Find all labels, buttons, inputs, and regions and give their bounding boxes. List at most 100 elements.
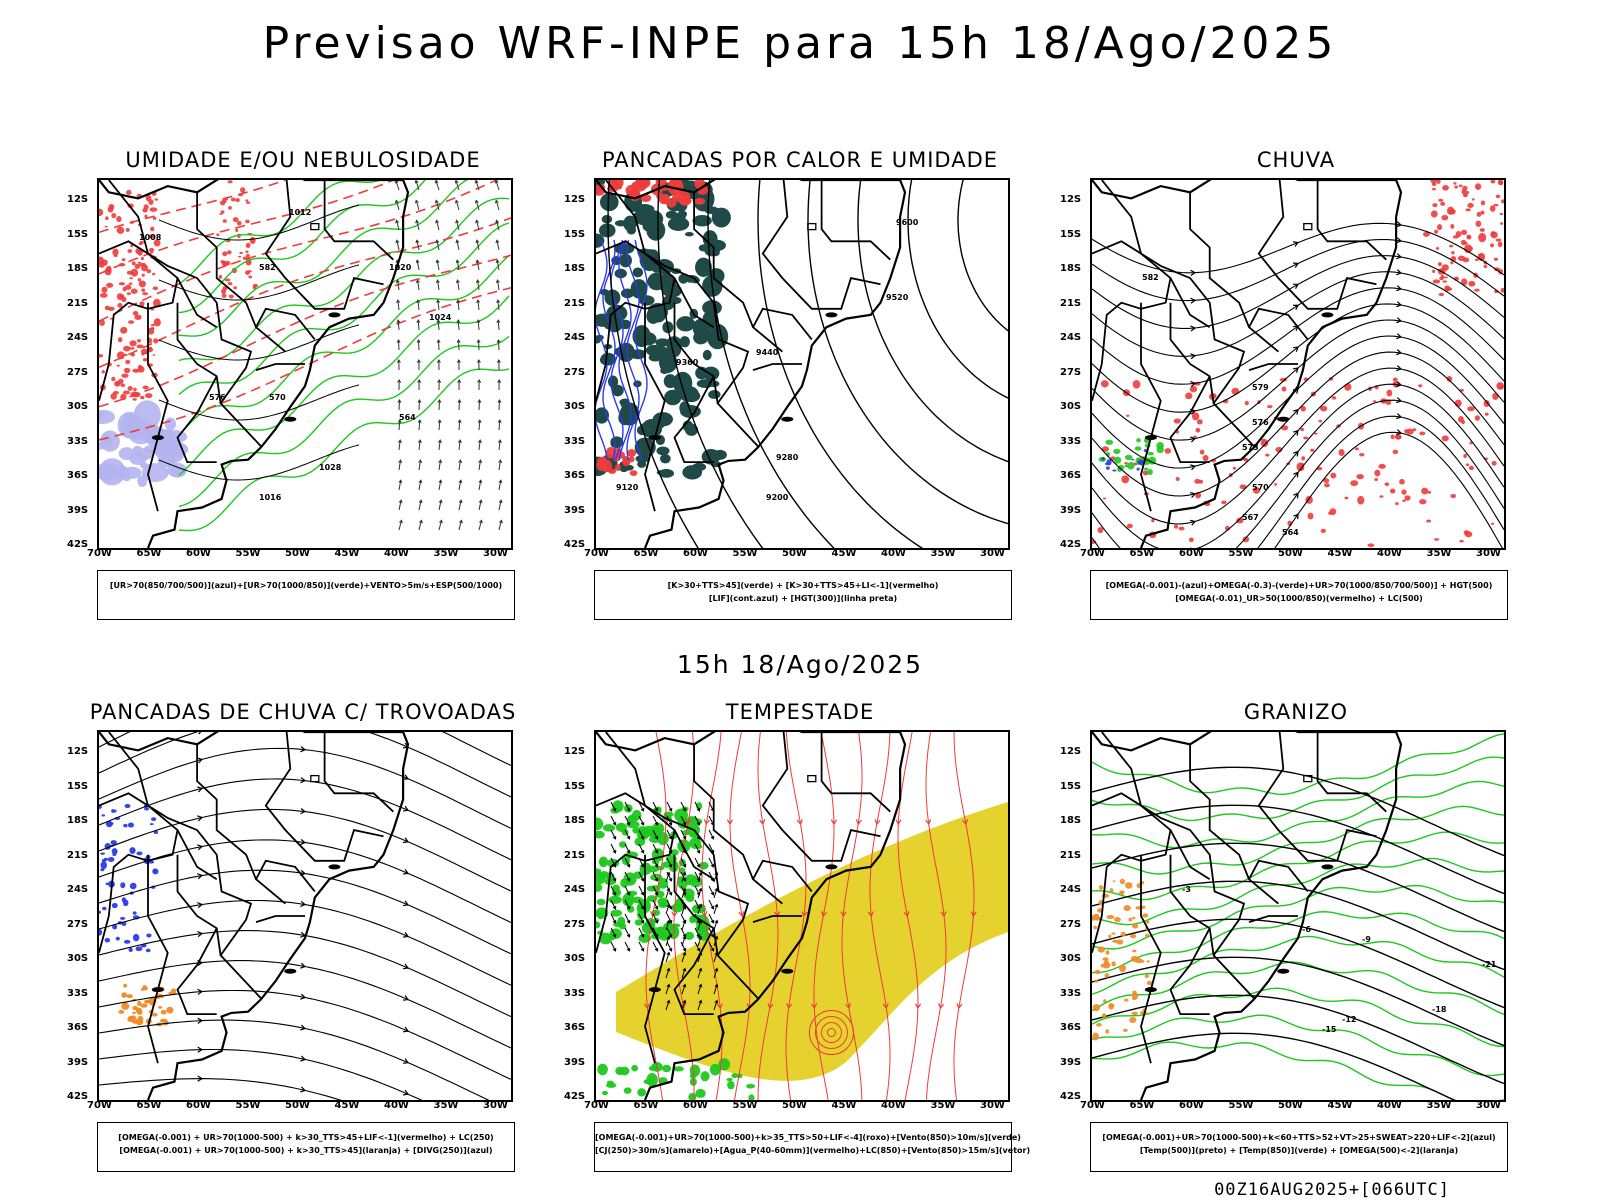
lat-tick-label: 15S xyxy=(564,780,586,792)
lat-tick-label: 36S xyxy=(564,470,586,481)
contour-label: 582 xyxy=(259,263,276,272)
blue-divergence-dots xyxy=(99,803,159,953)
contour-label: -3 xyxy=(1182,885,1191,894)
lon-tick-label: 50W xyxy=(782,548,807,559)
contour-label: 564 xyxy=(1282,528,1299,537)
dark-green-instability-area xyxy=(596,180,731,480)
wind-vectors xyxy=(394,180,503,531)
lon-tick-label: 55W xyxy=(1228,1100,1254,1111)
lon-tick-label: 65W xyxy=(1129,548,1155,559)
lat-tick-label: 12S xyxy=(564,194,586,205)
lon-tick-label: 60W xyxy=(1179,548,1204,559)
lon-tick-label: 65W xyxy=(136,548,162,559)
red-rain-dots-ne xyxy=(1422,180,1504,297)
contour-label: -18 xyxy=(1432,1005,1447,1014)
forecast-map-1: 1008 1012 1016 1020 1024 1028 564 570 576 582 xyxy=(97,178,513,550)
lat-tick-label: 27S xyxy=(67,918,89,930)
lat-tick-label: 36S xyxy=(1060,470,1082,481)
lat-tick-label: 42S xyxy=(67,539,89,550)
lon-tick-label: 35W xyxy=(1426,1100,1452,1111)
lon-tick-label: 50W xyxy=(285,548,310,559)
panel-title: UMIDADE E/OU NEBULOSIDADE xyxy=(125,148,481,172)
lat-tick-label: 30S xyxy=(564,953,586,964)
lon-tick-label: 50W xyxy=(1278,1100,1303,1111)
cyclone-circulation xyxy=(820,1022,842,1044)
lon-tick-label: 70W xyxy=(1080,1100,1105,1111)
lat-tick-label: 15S xyxy=(67,228,89,240)
lat-tick-label: 24S xyxy=(67,884,89,895)
lon-tick-label: 40W xyxy=(881,548,906,559)
lat-tick-label: 12S xyxy=(67,746,89,757)
lat-tick-label: 12S xyxy=(67,194,89,205)
lon-tick-label: 30W xyxy=(980,1100,1005,1111)
lon-tick-label: 65W xyxy=(1129,1100,1155,1111)
lat-tick-label: 12S xyxy=(564,746,586,757)
orange-storm-dots xyxy=(118,983,177,1027)
lon-tick-label: 45W xyxy=(1327,548,1353,559)
lat-tick-label: 42S xyxy=(1060,539,1082,550)
lat-tick-label: 39S xyxy=(564,504,586,516)
lon-tick-label: 55W xyxy=(732,1100,758,1111)
lat-tick-label: 18S xyxy=(564,263,586,274)
lon-tick-label: 55W xyxy=(235,1100,261,1111)
lat-tick-label: 12S xyxy=(1060,746,1082,757)
legend-line: [Temp(500)](preto) + [Temp(850)](verde) … xyxy=(1139,1146,1459,1155)
lat-tick-label: 15S xyxy=(1060,228,1082,240)
lat-tick-label: 33S xyxy=(564,435,586,447)
lat-tick-label: 21S xyxy=(67,849,89,861)
lat-tick-label: 30S xyxy=(1060,401,1082,412)
panel-legend: [OMEGA(-0.001)+UR>70(1000-500)+k<60+TTS>… xyxy=(1090,1122,1508,1172)
contour-label: -9 xyxy=(1362,935,1371,944)
lat-tick-label: 15S xyxy=(564,228,586,240)
temp850-contours xyxy=(1092,733,1504,1100)
panel-title: GRANIZO xyxy=(1243,700,1349,724)
contour-label: 564 xyxy=(399,413,416,422)
lat-tick-label: 24S xyxy=(1060,884,1082,895)
lon-tick-label: 50W xyxy=(782,1100,807,1111)
lat-tick-label: 27S xyxy=(67,366,89,378)
lon-tick-label: 45W xyxy=(334,548,360,559)
legend-line: [OMEGA(-0.001)+UR>70(1000-500)+k<60+TTS>… xyxy=(1102,1133,1496,1142)
contour-label: -6 xyxy=(1302,925,1311,934)
lat-tick-label: 42S xyxy=(564,1091,586,1102)
lat-tick-label: 15S xyxy=(67,780,89,792)
red-humidity-dots xyxy=(99,189,161,401)
lon-tick-label: 45W xyxy=(1327,1100,1353,1111)
lat-tick-label: 18S xyxy=(1060,815,1082,826)
lat-tick-label: 21S xyxy=(564,297,586,309)
contour-label: 1016 xyxy=(259,493,282,502)
forecast-map-3: 582 579 576 573 570 567 564 xyxy=(1090,178,1506,550)
panel-legend: [K>30+TTS>45](verde) + [K>30+TTS>45+LI<-… xyxy=(594,570,1012,620)
contour-label: 576 xyxy=(209,393,226,402)
lon-tick-label: 65W xyxy=(633,1100,659,1111)
panel-legend: [UR>70(850/700/500)](azul)+[UR>70(1000/8… xyxy=(97,570,515,620)
red-streamline-arrows xyxy=(643,819,977,1010)
lon-tick-label: 40W xyxy=(384,1100,409,1111)
temp500-contours xyxy=(1092,766,1504,1100)
lon-tick-label: 40W xyxy=(1377,1100,1402,1111)
lon-tick-label: 45W xyxy=(831,1100,857,1111)
lon-tick-label: 30W xyxy=(483,1100,508,1111)
lon-tick-label: 35W xyxy=(930,548,956,559)
hgt300-contours xyxy=(607,180,1008,548)
forecast-map-2: 9600 9520 9440 9360 9280 9200 9120 xyxy=(594,178,1010,550)
blue-rain-dots xyxy=(1101,448,1149,472)
lon-tick-label: 70W xyxy=(87,548,112,559)
lon-tick-label: 50W xyxy=(285,1100,310,1111)
contour-label: 9360 xyxy=(676,358,699,367)
lat-tick-label: 39S xyxy=(67,504,89,516)
lon-tick-label: 30W xyxy=(980,548,1005,559)
cyclone-circulation xyxy=(814,1016,848,1050)
lat-tick-label: 15S xyxy=(1060,780,1082,792)
lon-tick-label: 45W xyxy=(334,1100,360,1111)
lat-tick-label: 30S xyxy=(67,953,89,964)
lat-tick-label: 42S xyxy=(67,1091,89,1102)
red-rain-dots xyxy=(1092,375,1504,547)
lon-tick-label: 70W xyxy=(584,1100,609,1111)
lat-tick-label: 27S xyxy=(564,918,586,930)
lon-tick-label: 60W xyxy=(683,1100,708,1111)
lat-tick-label: 42S xyxy=(564,539,586,550)
forecast-map-4 xyxy=(97,730,513,1102)
lat-tick-label: 18S xyxy=(1060,263,1082,274)
lavender-humidity-area xyxy=(99,400,189,488)
